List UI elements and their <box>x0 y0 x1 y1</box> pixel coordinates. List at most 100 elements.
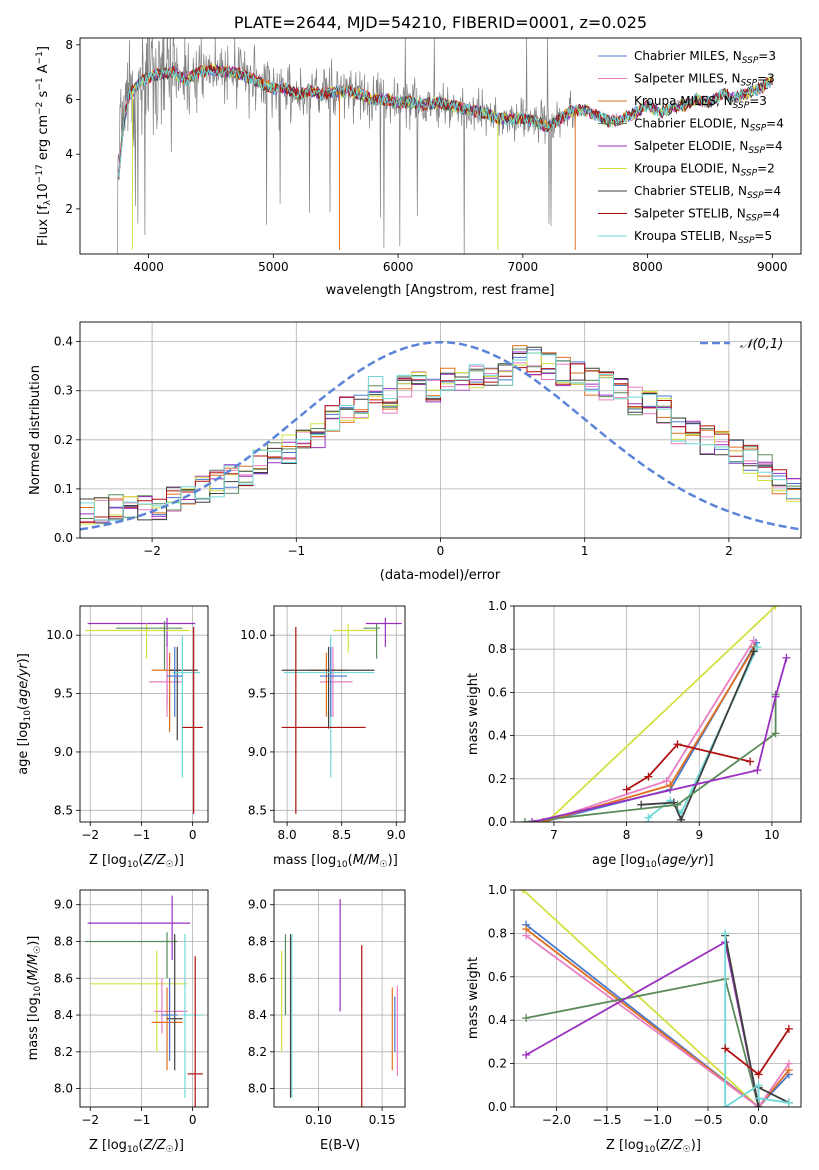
tick-label-x: −1 <box>133 1113 151 1127</box>
mass-vs-z-axes <box>76 890 208 1111</box>
weight-series <box>531 657 788 822</box>
weight-series <box>626 743 751 791</box>
x-axis-label: Z [log10(Z/Z☉)] <box>606 1138 701 1155</box>
mass-vs-ebv-axes <box>270 890 405 1111</box>
tick-label-y: 1.0 <box>488 883 507 897</box>
tick-label-y: 0.0 <box>488 815 507 829</box>
observed-spectrum <box>117 38 772 254</box>
tick-label-y: 2 <box>65 202 73 216</box>
tick-label-x: −2 <box>143 544 161 558</box>
tick-label-y: 8.8 <box>248 934 267 948</box>
tick-label-y: 10.0 <box>46 628 73 642</box>
tick-label-y: 9.5 <box>248 687 267 701</box>
tick-label-y: 1.0 <box>488 599 507 613</box>
tick-label-y: 0.1 <box>54 482 73 496</box>
tick-label-x: 5000 <box>258 260 289 274</box>
tick-label-y: 0.2 <box>488 1057 507 1071</box>
spectrum-axes <box>76 44 773 258</box>
tick-label-x: −2 <box>81 828 99 842</box>
tick-label-x: −1.0 <box>643 1113 672 1127</box>
weight-series <box>525 977 760 1107</box>
weight-series <box>522 890 760 1107</box>
tick-label-y: 9.0 <box>54 898 73 912</box>
mass-vs-z-axes-plot <box>85 895 203 1107</box>
age-vs-z-axes <box>76 606 208 826</box>
tick-label-x: 9 <box>695 828 703 842</box>
tick-label-y: 0.2 <box>54 433 73 447</box>
tick-label-x: 7000 <box>508 260 539 274</box>
y-axis-label: Normed distribution <box>28 365 43 495</box>
weight-vs-age-axes-plot <box>520 606 791 822</box>
tick-label-y: 8.4 <box>54 1008 73 1022</box>
tick-label-y: 0.4 <box>488 729 507 743</box>
weight-series <box>525 934 790 1107</box>
tick-label-y: 9.0 <box>248 898 267 912</box>
tick-label-y: 8.6 <box>54 971 73 985</box>
weight-series <box>546 606 777 822</box>
tick-label-y: 9.0 <box>248 745 267 759</box>
legend-label: Chabrier STELIB, NSSP=4 <box>634 184 781 201</box>
weight-vs-z-axes-frame <box>513 889 802 1108</box>
x-axis-label: E(B-V) <box>320 1138 360 1153</box>
tick-label-x: 0.15 <box>369 1113 396 1127</box>
x-axis-label: Z [log10(Z/Z☉)] <box>89 853 184 870</box>
age-vs-z-axes-plot <box>85 617 203 814</box>
model-line <box>118 66 773 177</box>
y-axis-label: Flux [fλ10−17 erg cm−2 s−1 A−1] <box>35 46 53 246</box>
tick-label-y: 9.0 <box>54 745 73 759</box>
y-axis-label: mass [log10(M/M☉)] <box>26 936 43 1061</box>
histogram-series <box>80 352 801 521</box>
tick-label-y: 0.6 <box>488 685 507 699</box>
tick-label-x: −1 <box>133 828 151 842</box>
histogram-axes-frame <box>79 321 802 539</box>
tick-label-x: 0 <box>189 828 197 842</box>
tick-label-y: 0.2 <box>488 772 507 786</box>
tick-label-x: 1 <box>581 544 589 558</box>
tick-label-x: −2 <box>81 1113 99 1127</box>
mass-vs-ebv-axes-plot <box>281 899 398 1107</box>
tick-label-x: 0.10 <box>305 1113 332 1127</box>
legend-label: 𝒩(0,1) <box>740 337 783 352</box>
model-line <box>118 64 773 172</box>
y-axis-label: age [log10(age/yr)] <box>16 653 33 775</box>
tick-label-y: 0.8 <box>488 642 507 656</box>
tick-label-x: 0.0 <box>749 1113 768 1127</box>
tick-label-x: 8000 <box>632 260 663 274</box>
legend-label: Salpeter STELIB, NSSP=4 <box>634 207 780 224</box>
x-axis-label: mass [log10(M/M☉)] <box>273 853 398 870</box>
age-vs-z-axes-frame <box>79 605 209 823</box>
tick-label-y: 8.8 <box>54 934 73 948</box>
spectrum-axes-frame <box>79 37 802 255</box>
tick-label-y: 10.0 <box>240 628 267 642</box>
weight-series <box>724 1028 790 1076</box>
tick-label-y: 8.2 <box>54 1045 73 1059</box>
tick-label-x: 9.0 <box>387 828 406 842</box>
tick-label-x: 8 <box>623 828 631 842</box>
tick-label-x: −0.5 <box>693 1113 722 1127</box>
tick-label-x: 10 <box>764 828 779 842</box>
tick-label-y: 0.6 <box>488 970 507 984</box>
age-vs-mass-axes-plot <box>281 617 402 814</box>
tick-label-y: 0.4 <box>488 1013 507 1027</box>
normal-curve <box>80 340 801 531</box>
legend-label: Chabrier MILES, NSSP=3 <box>634 49 776 66</box>
tick-label-y: 0.4 <box>54 335 73 349</box>
tick-label-y: 4 <box>65 147 73 161</box>
weight-vs-z-axes-plot <box>519 890 793 1107</box>
tick-label-x: −2.0 <box>542 1113 571 1127</box>
age-vs-mass-axes-frame <box>273 605 406 823</box>
y-axis-label: mass weight <box>466 957 481 1039</box>
tick-label-x: 7 <box>550 828 558 842</box>
tick-label-y: 8.2 <box>248 1045 267 1059</box>
weight-series <box>524 694 777 822</box>
tick-label-y: 0.0 <box>54 531 73 545</box>
weight-vs-age-axes-frame <box>513 605 802 823</box>
tick-label-y: 9.5 <box>54 687 73 701</box>
tick-label-x: −1.5 <box>592 1113 621 1127</box>
weight-series <box>525 923 790 1107</box>
legend-label: Salpeter ELODIE, NSSP=4 <box>634 139 783 156</box>
tick-label-y: 8 <box>65 38 73 52</box>
tick-label-x: 9000 <box>757 260 788 274</box>
tick-label-x: 2 <box>725 544 733 558</box>
tick-label-y: 8.6 <box>248 971 267 985</box>
